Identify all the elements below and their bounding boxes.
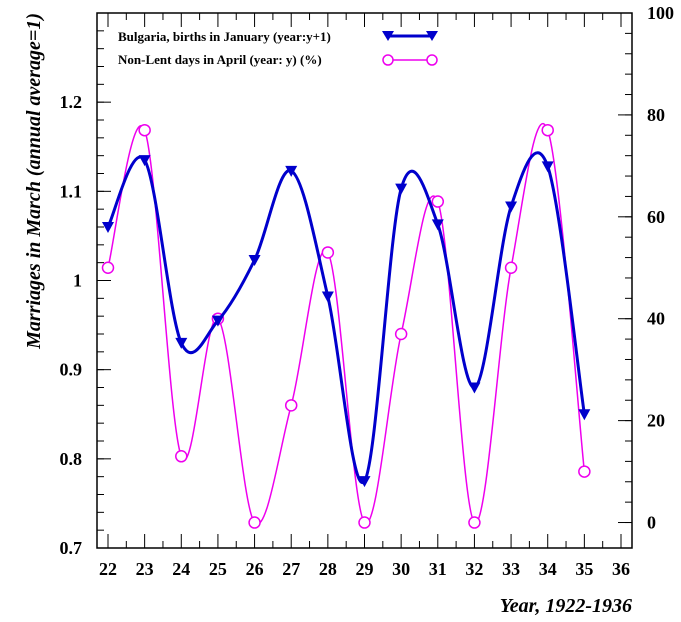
births-data-point <box>395 183 408 195</box>
x-tick-label: 35 <box>575 559 593 579</box>
x-tick-label: 22 <box>99 559 117 579</box>
y2-tick-label: 60 <box>647 207 665 227</box>
births-data-point <box>431 219 444 231</box>
nonlent-data-point <box>321 246 335 259</box>
nonlent-data-point <box>504 261 518 275</box>
nonlent-data-point <box>138 123 151 137</box>
x-tick-label: 23 <box>136 559 154 579</box>
y-tick-label: 1.2 <box>60 92 83 112</box>
nonlent-data-point <box>394 327 408 341</box>
nonlent-data-point <box>468 516 481 529</box>
x-tick-label: 32 <box>465 559 483 579</box>
births-data-point <box>248 254 261 266</box>
births-data-point <box>321 291 334 303</box>
y2-tick-label: 40 <box>647 309 665 329</box>
y-tick-label: 0.8 <box>60 449 83 469</box>
nonlent-data-point <box>541 123 554 137</box>
x-tick-label: 34 <box>539 559 557 579</box>
nonlent-data-point <box>175 450 188 463</box>
y-tick-label: 1 <box>73 271 82 291</box>
plot-frame <box>96 12 633 549</box>
nonlent-data-point <box>101 261 115 275</box>
legend-label-births: Bulgaria, births in January (year:y+1) <box>118 29 331 44</box>
x-tick-label: 27 <box>282 559 300 579</box>
axis-tick-labels: 22 23 24 25 26 27 28 29 30 31 32 33 34 35 36 0.7 0.8 0.9 1… <box>60 3 675 579</box>
nonlent-data-point <box>578 465 591 478</box>
y2-tick-label: 0 <box>647 513 656 533</box>
legend-label-nonlent: Non-Lent days in April (year: y) (%) <box>118 52 322 67</box>
y-tick-label: 1.1 <box>60 181 83 201</box>
births-data-point <box>285 165 298 177</box>
x-tick-label: 26 <box>246 559 264 579</box>
y2-tick-label: 20 <box>647 411 665 431</box>
nonlent-data-point <box>431 195 445 208</box>
births-data-point <box>358 476 371 488</box>
x-tick-label: 25 <box>209 559 227 579</box>
x-tick-label: 36 <box>612 559 630 579</box>
x-tick-label: 30 <box>392 559 410 579</box>
y-tick-label: 0.7 <box>60 538 83 558</box>
legend-marker-births-right <box>426 31 438 41</box>
x-axis-title: Year, 1922-1936 <box>500 595 632 617</box>
axis-ticks <box>97 12 632 549</box>
nonlent-data-point <box>248 516 261 529</box>
births-data-point <box>578 409 591 421</box>
y-tick-label: 0.9 <box>60 360 83 380</box>
nonlent-data-point <box>284 399 298 412</box>
nonlent-data-point <box>358 516 371 529</box>
legend-marker-nonlent-right <box>426 54 438 66</box>
x-tick-label: 33 <box>502 559 520 579</box>
x-tick-label: 29 <box>356 559 374 579</box>
legend: Bulgaria, births in January (year:y+1) N… <box>118 29 438 67</box>
births-data-point <box>175 337 188 349</box>
x-tick-label: 31 <box>429 559 447 579</box>
y-axis-title: Marriages in March (annual average=1) <box>23 13 45 350</box>
x-tick-label: 28 <box>319 559 337 579</box>
legend-marker-nonlent-left <box>382 54 394 66</box>
series-layer <box>101 122 591 529</box>
births-data-point <box>468 382 481 394</box>
births-data-point <box>505 201 518 213</box>
nonlent-series-line <box>107 122 586 525</box>
births-data-point <box>101 222 114 233</box>
births-data-point <box>211 315 224 327</box>
y2-tick-label: 100 <box>647 3 674 23</box>
births-data-point <box>138 155 151 167</box>
births-data-point <box>541 161 554 173</box>
legend-marker-births-left <box>382 31 394 41</box>
y2-tick-label: 80 <box>647 105 665 125</box>
x-tick-label: 24 <box>172 559 190 579</box>
